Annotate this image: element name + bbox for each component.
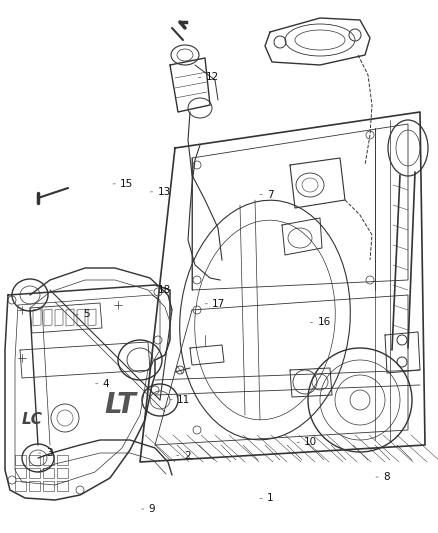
Text: 10: 10 [304,438,318,447]
Text: 16: 16 [318,318,331,327]
Text: 11: 11 [177,395,191,405]
Text: 9: 9 [149,504,155,514]
Text: 12: 12 [206,72,219,82]
Text: 2: 2 [184,451,191,461]
Text: 17: 17 [212,299,226,309]
Text: 4: 4 [103,379,110,389]
Text: 3: 3 [46,448,53,458]
Text: LT: LT [104,391,136,419]
Text: 7: 7 [267,190,274,199]
Text: 5: 5 [83,310,90,319]
Text: 15: 15 [120,179,134,189]
Text: 13: 13 [158,187,171,197]
Text: 18: 18 [158,286,171,295]
Text: 1: 1 [267,494,274,503]
Text: LC: LC [21,413,42,427]
Text: 8: 8 [383,472,390,482]
